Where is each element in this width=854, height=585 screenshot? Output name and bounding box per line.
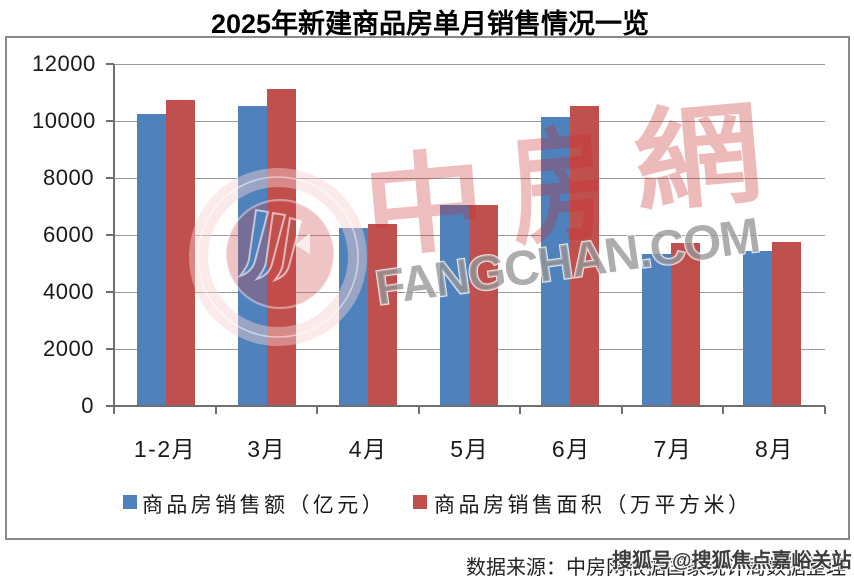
svg-text:房: 房 — [504, 115, 610, 261]
svg-text:搜狐号@搜狐焦点嘉峪关站: 搜狐号@搜狐焦点嘉峪关站 — [612, 548, 852, 572]
svg-text:網: 網 — [629, 91, 766, 225]
svg-text:中: 中 — [359, 140, 490, 271]
